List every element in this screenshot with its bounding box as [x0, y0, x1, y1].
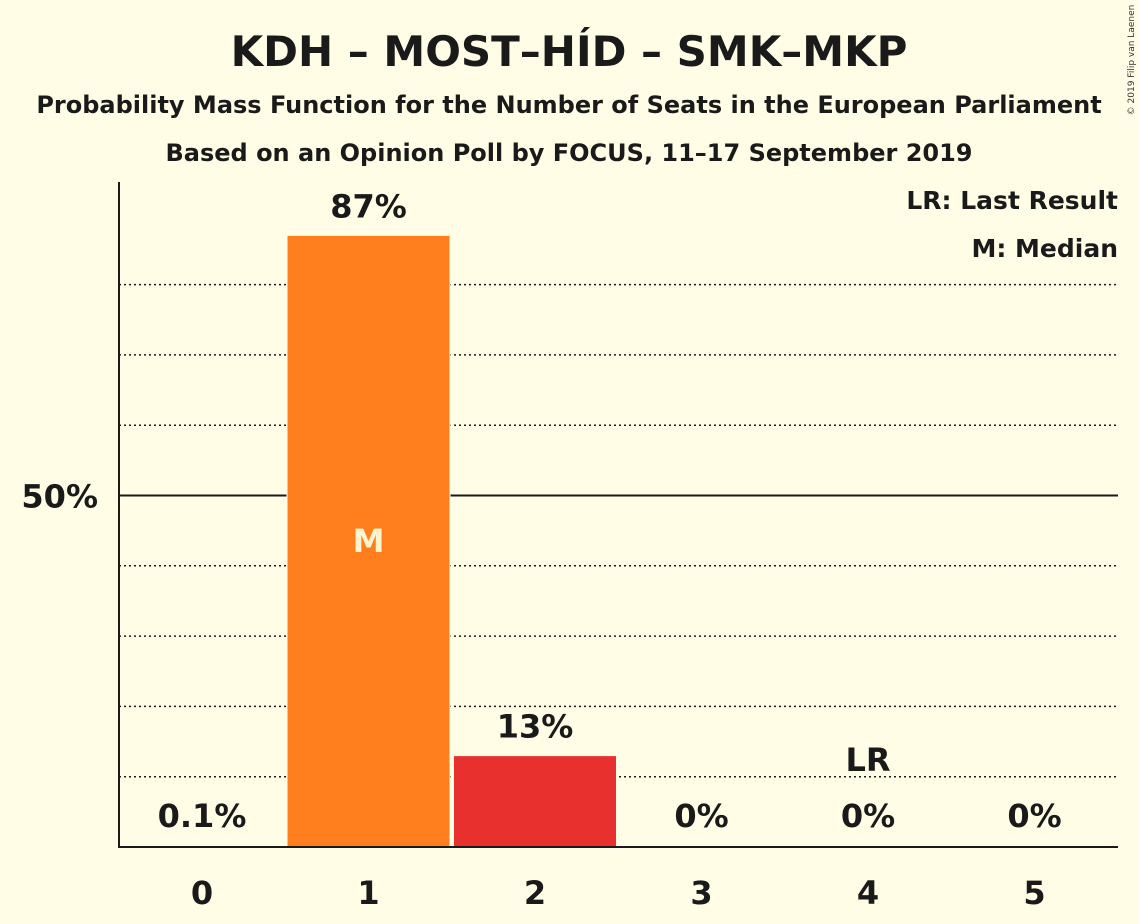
- last-result-marker: LR: [845, 741, 890, 779]
- data-label: 0%: [674, 797, 728, 835]
- copyright-note: © 2019 Filip van Laenen: [1127, 5, 1137, 116]
- gridlines: [119, 283, 1118, 778]
- bar: [453, 755, 617, 848]
- x-tick-label: 2: [524, 874, 546, 912]
- bars: [120, 234, 617, 848]
- axes: [118, 182, 1118, 848]
- bar: [286, 234, 451, 848]
- data-label: 87%: [330, 187, 407, 225]
- y-tick-label: 50%: [21, 478, 98, 516]
- x-tick-label: 5: [1023, 874, 1045, 912]
- x-tick-label: 0: [191, 874, 213, 912]
- legend-last-result: LR: Last Result: [906, 186, 1118, 215]
- x-tick-label: 3: [690, 874, 712, 912]
- chart-subtitle: Probability Mass Function for the Number…: [36, 91, 1101, 119]
- chart-title: KDH – MOST–HÍD – SMK–MKP: [231, 26, 908, 76]
- legend-median: M: Median: [971, 234, 1118, 263]
- x-tick-label: 4: [857, 874, 879, 912]
- data-label: 0%: [841, 797, 895, 835]
- data-label: 0%: [1007, 797, 1061, 835]
- chart-source-note: Based on an Opinion Poll by FOCUS, 11–17…: [165, 139, 972, 167]
- median-marker: M: [353, 522, 385, 560]
- x-tick-label: 1: [357, 874, 379, 912]
- data-labels: 0.1% 0 87% 1 13% 2 0% 3 0% 4 0% 5 M LR 50%: [21, 187, 1061, 912]
- data-label: 0.1%: [158, 797, 247, 835]
- data-label: 13%: [497, 708, 574, 746]
